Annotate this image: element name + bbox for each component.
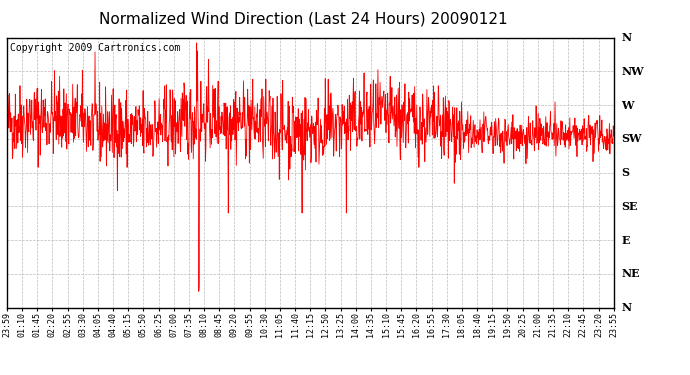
Text: Normalized Wind Direction (Last 24 Hours) 20090121: Normalized Wind Direction (Last 24 Hours… [99,11,508,26]
Text: E: E [621,234,629,246]
Text: SW: SW [621,133,642,144]
Text: NW: NW [621,66,644,77]
Text: W: W [621,99,633,111]
Text: N: N [621,32,631,43]
Text: NE: NE [621,268,640,279]
Text: N: N [621,302,631,313]
Text: SE: SE [621,201,638,212]
Text: Copyright 2009 Cartronics.com: Copyright 2009 Cartronics.com [10,43,180,53]
Text: S: S [621,167,629,178]
